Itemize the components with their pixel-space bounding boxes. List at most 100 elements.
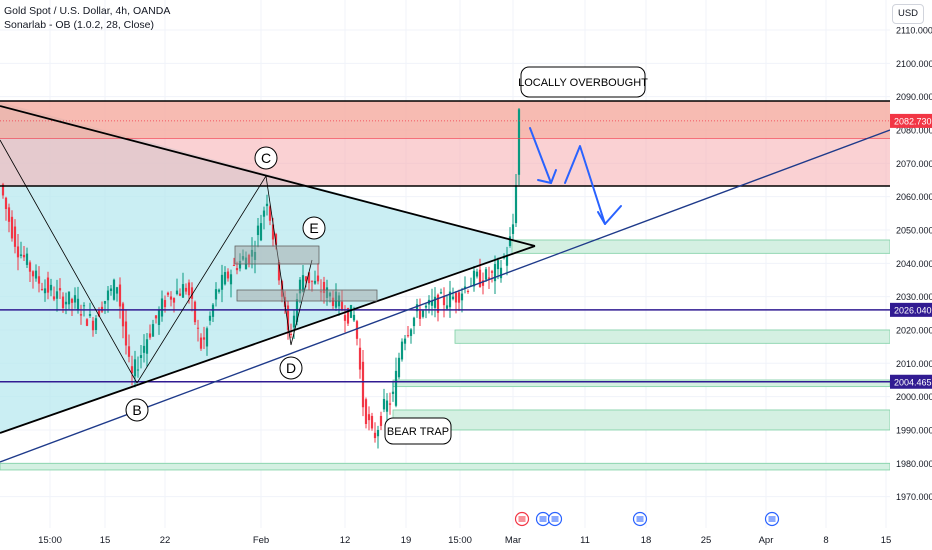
candle-body bbox=[478, 269, 482, 287]
price-label-bg bbox=[890, 113, 932, 128]
candle-body bbox=[130, 366, 134, 374]
wave-label-e: E bbox=[309, 220, 318, 236]
candle-body bbox=[97, 309, 101, 317]
wave-label-b-circle bbox=[125, 398, 149, 422]
triangle-lower-line bbox=[0, 245, 536, 434]
wave-label-d: D bbox=[286, 360, 296, 376]
time-tick: Apr bbox=[759, 535, 774, 546]
time-tick: 11 bbox=[580, 535, 590, 546]
candle-body bbox=[178, 293, 182, 296]
candle-body bbox=[121, 303, 125, 327]
price-label-bg bbox=[890, 302, 932, 317]
candle-body bbox=[286, 305, 290, 330]
supply-zone bbox=[0, 101, 890, 186]
candle-body bbox=[190, 287, 194, 299]
candle-body bbox=[295, 299, 299, 323]
candle-body bbox=[193, 301, 197, 323]
chart-drawings: B C D E LOCALLY OVERBOUGHT BEAR TRAP bbox=[0, 66, 891, 463]
candle-body bbox=[187, 282, 191, 296]
candle-body bbox=[376, 429, 380, 437]
candle-body bbox=[91, 320, 95, 331]
candle-body bbox=[298, 279, 302, 294]
candle-body bbox=[34, 270, 38, 279]
time-tick: Mar bbox=[505, 535, 521, 546]
projection-arrow-1 bbox=[529, 127, 552, 184]
candle-body bbox=[247, 254, 251, 264]
candle-body bbox=[133, 359, 137, 377]
wave-label-e-circle bbox=[302, 216, 326, 240]
candle-body bbox=[10, 216, 14, 239]
candle-body bbox=[322, 281, 326, 294]
chart-legend: Gold Spot / U.S. Dollar, 4h, OANDA Sonar… bbox=[4, 4, 170, 32]
candle-body bbox=[421, 310, 425, 317]
candle-body bbox=[358, 347, 362, 370]
candle-body bbox=[184, 287, 188, 292]
candle-body bbox=[280, 281, 284, 297]
candle-body bbox=[430, 300, 434, 306]
candle-body bbox=[346, 308, 350, 324]
demand-zone bbox=[392, 409, 891, 431]
time-tick: 25 bbox=[701, 535, 712, 546]
time-axis[interactable]: 15:00 15 22 Feb 12 19 15:00 Mar 11 18 25 Apr 8 15 bbox=[38, 511, 892, 547]
candle-body bbox=[352, 314, 356, 321]
candle-body bbox=[388, 403, 392, 405]
candle-body bbox=[496, 260, 500, 270]
candle-body bbox=[394, 370, 398, 406]
price-tick: 2080.000 bbox=[896, 126, 932, 136]
candle-body bbox=[13, 226, 17, 247]
price-tick: 2050.000 bbox=[896, 225, 932, 235]
candle-body bbox=[484, 269, 488, 280]
wave-zigzag bbox=[0, 139, 313, 384]
price-label: 2004.465 bbox=[894, 377, 932, 387]
candle-body bbox=[175, 290, 179, 295]
candle-body bbox=[433, 296, 437, 308]
candle-body bbox=[28, 262, 32, 272]
candle-body bbox=[451, 296, 455, 300]
candle-body bbox=[238, 260, 242, 269]
time-tick: Feb bbox=[253, 535, 269, 546]
price-tick: 2090.000 bbox=[896, 92, 932, 102]
time-tick: 18 bbox=[641, 535, 652, 546]
currency-button[interactable]: USD bbox=[892, 4, 924, 24]
time-tick: 15 bbox=[881, 535, 892, 546]
candle-body bbox=[415, 304, 419, 312]
event-flag-icon bbox=[518, 516, 526, 522]
event-flag-icon bbox=[768, 516, 776, 522]
candle-body bbox=[169, 296, 173, 300]
candle-body bbox=[370, 415, 374, 429]
time-tick: 15:00 bbox=[448, 535, 472, 546]
candle-body bbox=[397, 357, 401, 378]
candle-body bbox=[403, 338, 407, 344]
projection-arrow-1-head bbox=[537, 169, 557, 184]
candle-body bbox=[460, 293, 464, 301]
price-axis[interactable]: 2110.000 2100.000 2090.000 2080.000 2070.000… bbox=[890, 0, 932, 550]
candle-body bbox=[439, 292, 443, 294]
candle-body bbox=[328, 292, 332, 297]
candle-body bbox=[454, 292, 458, 303]
time-tick: 22 bbox=[160, 535, 171, 546]
candle-body bbox=[493, 264, 497, 282]
event-flag-icon bbox=[539, 516, 547, 522]
candle-body bbox=[316, 275, 320, 282]
candle-body bbox=[505, 255, 509, 266]
price-tick: 2010.000 bbox=[896, 359, 932, 369]
candle-body bbox=[436, 294, 440, 313]
candle-body bbox=[94, 318, 98, 331]
candle-body bbox=[40, 288, 44, 290]
price-tick: 1980.000 bbox=[896, 459, 932, 469]
candle-body bbox=[235, 268, 239, 271]
price-tick: 2000.000 bbox=[896, 392, 932, 402]
candle-body bbox=[259, 223, 263, 241]
candle-body bbox=[400, 341, 404, 360]
supply-zone-top bbox=[0, 101, 890, 139]
candle-body bbox=[517, 109, 521, 175]
candle-body bbox=[442, 296, 446, 306]
candle-body bbox=[373, 432, 377, 439]
candle-body bbox=[43, 288, 47, 294]
candle-body bbox=[490, 271, 494, 273]
demand-zone bbox=[454, 329, 891, 344]
candle-body bbox=[274, 234, 278, 245]
candle-body bbox=[232, 265, 236, 267]
candle-body bbox=[271, 224, 275, 240]
